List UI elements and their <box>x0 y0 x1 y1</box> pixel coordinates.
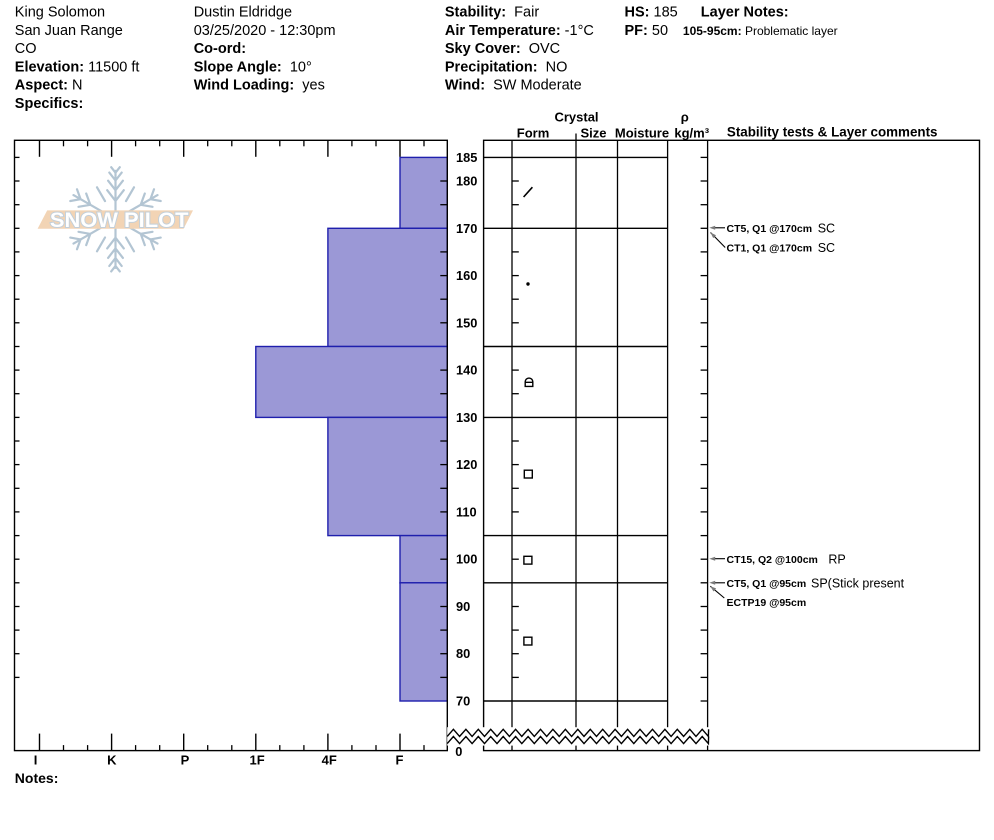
svg-text:70: 70 <box>456 694 470 709</box>
svg-text:160: 160 <box>456 268 477 283</box>
svg-text:Notes:: Notes: <box>15 770 59 786</box>
svg-text:San Juan Range: San Juan Range <box>15 23 123 39</box>
svg-text:1F: 1F <box>250 753 265 768</box>
svg-text:105-95cm: Problematic layer: 105-95cm: Problematic layer <box>683 24 838 38</box>
svg-text:HS: 185: HS: 185 <box>625 5 678 21</box>
svg-text:CO: CO <box>15 41 37 57</box>
svg-text:150: 150 <box>456 315 477 330</box>
svg-text:CT15, Q2 @100cm: CT15, Q2 @100cm <box>727 554 818 566</box>
svg-text:Precipitation: NO: Precipitation: NO <box>445 59 567 75</box>
svg-text:PF: 50: PF: 50 <box>625 23 669 39</box>
svg-text:kg/m³: kg/m³ <box>674 125 709 140</box>
svg-text:CT1, Q1 @170cm: CT1, Q1 @170cm <box>727 243 813 255</box>
svg-text:03/25/2020 - 12:30pm: 03/25/2020 - 12:30pm <box>194 23 336 39</box>
svg-text:170: 170 <box>456 221 477 236</box>
svg-text:90: 90 <box>456 599 470 614</box>
svg-text:Moisture: Moisture <box>615 125 669 140</box>
svg-text:ρ: ρ <box>681 110 689 125</box>
svg-text:120: 120 <box>456 457 477 472</box>
svg-text:Wind: SW Moderate: Wind: SW Moderate <box>445 78 582 94</box>
svg-text:140: 140 <box>456 363 477 378</box>
svg-text:SC: SC <box>818 221 835 235</box>
svg-text:F: F <box>396 753 404 768</box>
svg-text:110: 110 <box>456 504 477 519</box>
svg-text:Stability: Fair: Stability: Fair <box>445 5 539 21</box>
svg-text:CT5, Q1 @95cm: CT5, Q1 @95cm <box>727 578 807 590</box>
svg-text:185: 185 <box>456 150 477 165</box>
svg-text:180: 180 <box>456 174 477 189</box>
svg-text:Wind Loading: yes: Wind Loading: yes <box>194 78 325 94</box>
svg-text:SC: SC <box>818 241 835 255</box>
svg-text:Crystal: Crystal <box>554 110 598 125</box>
svg-text:SNOW PILOT: SNOW PILOT <box>50 208 189 232</box>
svg-text:80: 80 <box>456 646 470 661</box>
svg-text:King Solomon: King Solomon <box>15 5 105 21</box>
svg-text:Aspect: N: Aspect: N <box>15 78 83 94</box>
svg-text:0: 0 <box>455 744 462 759</box>
svg-text:Specifics:: Specifics: <box>15 96 84 112</box>
svg-text:Air Temperature: -1°C: Air Temperature: -1°C <box>445 23 594 39</box>
svg-text:SP(Stick present: SP(Stick present <box>811 576 905 590</box>
svg-text:Slope Angle: 10°: Slope Angle: 10° <box>194 59 312 75</box>
svg-text:130: 130 <box>456 410 477 425</box>
svg-text:Dustin Eldridge: Dustin Eldridge <box>194 5 292 21</box>
svg-text:Co-ord:: Co-ord: <box>194 41 246 57</box>
svg-text:Layer Notes:: Layer Notes: <box>701 5 789 21</box>
svg-text:4F: 4F <box>322 753 337 768</box>
svg-text:ECTP19 @95cm: ECTP19 @95cm <box>727 597 807 609</box>
svg-text:I: I <box>34 753 38 768</box>
svg-text:Elevation: 11500 ft: Elevation: 11500 ft <box>15 59 140 75</box>
svg-text:Stability tests & Layer commen: Stability tests & Layer comments <box>727 125 938 140</box>
svg-text:RP: RP <box>828 552 845 566</box>
svg-text:CT5, Q1 @170cm: CT5, Q1 @170cm <box>727 223 813 235</box>
svg-text:P: P <box>181 753 190 768</box>
svg-text:Sky Cover: OVC: Sky Cover: OVC <box>445 41 560 57</box>
svg-text:100: 100 <box>456 552 477 567</box>
svg-text:K: K <box>107 753 117 768</box>
svg-text:Form: Form <box>517 125 550 140</box>
svg-text:Size: Size <box>580 125 606 140</box>
